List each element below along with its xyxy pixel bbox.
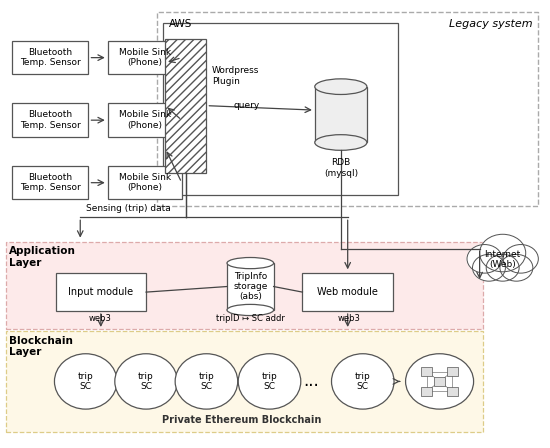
- Text: Web module: Web module: [317, 287, 378, 297]
- FancyBboxPatch shape: [166, 39, 206, 172]
- Ellipse shape: [54, 354, 117, 409]
- Text: Mobile Sink
(Phone): Mobile Sink (Phone): [119, 48, 170, 67]
- Ellipse shape: [227, 258, 274, 269]
- FancyBboxPatch shape: [421, 367, 432, 376]
- Text: Bluetooth
Temp. Sensor: Bluetooth Temp. Sensor: [20, 48, 80, 67]
- Ellipse shape: [332, 354, 394, 409]
- Circle shape: [480, 234, 526, 272]
- FancyBboxPatch shape: [157, 12, 538, 206]
- FancyBboxPatch shape: [315, 86, 367, 142]
- FancyBboxPatch shape: [447, 387, 458, 396]
- Ellipse shape: [227, 304, 274, 315]
- FancyBboxPatch shape: [12, 41, 89, 74]
- Text: trip
SC: trip SC: [138, 372, 154, 391]
- FancyBboxPatch shape: [6, 242, 483, 329]
- FancyBboxPatch shape: [108, 103, 182, 137]
- Text: Private Ethereum Blockchain: Private Ethereum Blockchain: [162, 415, 322, 425]
- Text: trip
SC: trip SC: [355, 372, 371, 391]
- Ellipse shape: [115, 354, 177, 409]
- Text: web3: web3: [338, 314, 360, 323]
- Ellipse shape: [315, 135, 367, 151]
- FancyBboxPatch shape: [12, 103, 89, 137]
- FancyBboxPatch shape: [302, 273, 393, 311]
- Text: Mobile Sink
(Phone): Mobile Sink (Phone): [119, 173, 170, 192]
- Circle shape: [486, 254, 519, 281]
- Ellipse shape: [238, 354, 301, 409]
- FancyBboxPatch shape: [108, 166, 182, 199]
- FancyBboxPatch shape: [434, 377, 445, 386]
- Text: AWS: AWS: [168, 19, 192, 30]
- FancyBboxPatch shape: [447, 367, 458, 376]
- Text: Bluetooth
Temp. Sensor: Bluetooth Temp. Sensor: [20, 173, 80, 192]
- Text: trip
SC: trip SC: [78, 372, 94, 391]
- Circle shape: [503, 245, 538, 273]
- Ellipse shape: [175, 354, 238, 409]
- Circle shape: [500, 254, 533, 281]
- FancyBboxPatch shape: [163, 23, 398, 195]
- Text: trip
SC: trip SC: [199, 372, 214, 391]
- FancyBboxPatch shape: [421, 387, 432, 396]
- Text: Input module: Input module: [68, 287, 134, 297]
- Circle shape: [405, 354, 474, 409]
- Text: query: query: [234, 101, 260, 110]
- Text: Sensing (trip) data: Sensing (trip) data: [86, 204, 170, 213]
- Text: ...: ...: [303, 372, 318, 390]
- Ellipse shape: [315, 79, 367, 95]
- FancyBboxPatch shape: [227, 263, 274, 310]
- FancyBboxPatch shape: [56, 273, 146, 311]
- Text: tripID ↦ SC addr: tripID ↦ SC addr: [216, 314, 285, 323]
- Text: Internet
(Web): Internet (Web): [485, 250, 521, 269]
- Circle shape: [472, 254, 505, 281]
- Text: Mobile Sink
(Phone): Mobile Sink (Phone): [119, 111, 170, 130]
- Text: RDB
(mysql): RDB (mysql): [324, 158, 358, 177]
- Text: web3: web3: [89, 314, 112, 323]
- Circle shape: [467, 245, 502, 273]
- Text: Application
Layer: Application Layer: [9, 246, 76, 268]
- Text: trip
SC: trip SC: [262, 372, 277, 391]
- Text: Bluetooth
Temp. Sensor: Bluetooth Temp. Sensor: [20, 111, 80, 130]
- Text: Wordpress
Plugin: Wordpress Plugin: [212, 66, 259, 86]
- Text: Legacy system: Legacy system: [449, 18, 533, 29]
- Text: TripInfo
storage
(abs): TripInfo storage (abs): [233, 271, 267, 302]
- FancyBboxPatch shape: [6, 331, 483, 432]
- FancyBboxPatch shape: [108, 41, 182, 74]
- Text: Blockchain
Layer: Blockchain Layer: [9, 336, 73, 357]
- FancyBboxPatch shape: [12, 166, 89, 199]
